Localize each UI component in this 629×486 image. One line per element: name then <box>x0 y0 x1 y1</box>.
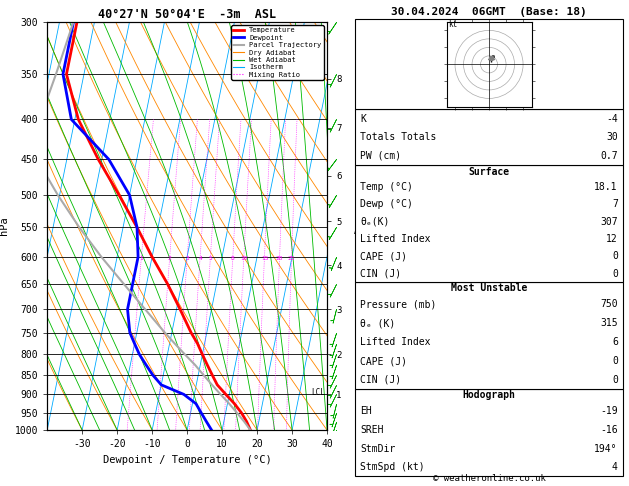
Text: 315: 315 <box>600 318 618 328</box>
Text: Surface: Surface <box>469 167 509 176</box>
Text: 2: 2 <box>168 256 172 260</box>
Title: 40°27'N 50°04'E  -3m  ASL: 40°27'N 50°04'E -3m ASL <box>98 8 276 21</box>
Text: K: K <box>360 114 366 123</box>
Text: 25: 25 <box>288 256 296 260</box>
Text: 307: 307 <box>600 217 618 226</box>
Text: 30: 30 <box>606 132 618 142</box>
Text: Hodograph: Hodograph <box>462 390 516 400</box>
Text: 18.1: 18.1 <box>594 182 618 192</box>
Text: -16: -16 <box>600 425 618 435</box>
Text: 4: 4 <box>612 462 618 472</box>
Text: Lifted Index: Lifted Index <box>360 337 431 347</box>
Text: CIN (J): CIN (J) <box>360 375 401 385</box>
Text: 20: 20 <box>276 256 284 260</box>
Text: Most Unstable: Most Unstable <box>451 283 527 293</box>
Text: -4: -4 <box>606 114 618 123</box>
Y-axis label: km
ASL: km ASL <box>353 216 369 236</box>
Text: StmDir: StmDir <box>360 444 396 454</box>
Text: 12: 12 <box>606 234 618 244</box>
Text: Dewp (°C): Dewp (°C) <box>360 199 413 209</box>
Text: θₑ(K): θₑ(K) <box>360 217 390 226</box>
Text: θₑ (K): θₑ (K) <box>360 318 396 328</box>
Text: CAPE (J): CAPE (J) <box>360 251 408 261</box>
Text: Totals Totals: Totals Totals <box>360 132 437 142</box>
Y-axis label: hPa: hPa <box>0 217 9 235</box>
Bar <box>355 165 623 282</box>
Text: 0: 0 <box>612 269 618 278</box>
Text: Temp (°C): Temp (°C) <box>360 182 413 192</box>
Text: 0.7: 0.7 <box>600 151 618 161</box>
Text: © weatheronline.co.uk: © weatheronline.co.uk <box>433 473 545 483</box>
Text: 3: 3 <box>186 256 189 260</box>
Text: StmSpd (kt): StmSpd (kt) <box>360 462 425 472</box>
Bar <box>355 282 623 389</box>
Text: CAPE (J): CAPE (J) <box>360 356 408 366</box>
Text: PW (cm): PW (cm) <box>360 151 401 161</box>
Text: Pressure (mb): Pressure (mb) <box>360 299 437 310</box>
Text: EH: EH <box>360 406 372 417</box>
Text: -19: -19 <box>600 406 618 417</box>
Text: 6: 6 <box>612 337 618 347</box>
Text: 7: 7 <box>612 199 618 209</box>
Text: kt: kt <box>448 20 457 29</box>
Text: 1: 1 <box>140 256 143 260</box>
Text: 194°: 194° <box>594 444 618 454</box>
Text: 0: 0 <box>612 375 618 385</box>
Text: 30.04.2024  06GMT  (Base: 18): 30.04.2024 06GMT (Base: 18) <box>391 7 587 17</box>
Text: 4: 4 <box>198 256 202 260</box>
Text: 750: 750 <box>600 299 618 310</box>
Text: 0: 0 <box>612 251 618 261</box>
Bar <box>355 19 623 109</box>
Bar <box>355 389 623 476</box>
Bar <box>355 109 623 165</box>
X-axis label: Dewpoint / Temperature (°C): Dewpoint / Temperature (°C) <box>103 455 272 465</box>
Text: 0: 0 <box>612 356 618 366</box>
Text: 8: 8 <box>231 256 235 260</box>
Text: 15: 15 <box>261 256 269 260</box>
Text: 5: 5 <box>209 256 213 260</box>
Text: CIN (J): CIN (J) <box>360 269 401 278</box>
Legend: Temperature, Dewpoint, Parcel Trajectory, Dry Adiabat, Wet Adiabat, Isotherm, Mi: Temperature, Dewpoint, Parcel Trajectory… <box>231 25 323 80</box>
Text: Lifted Index: Lifted Index <box>360 234 431 244</box>
Text: SREH: SREH <box>360 425 384 435</box>
Text: 10: 10 <box>240 256 248 260</box>
Text: LCL: LCL <box>311 388 325 397</box>
